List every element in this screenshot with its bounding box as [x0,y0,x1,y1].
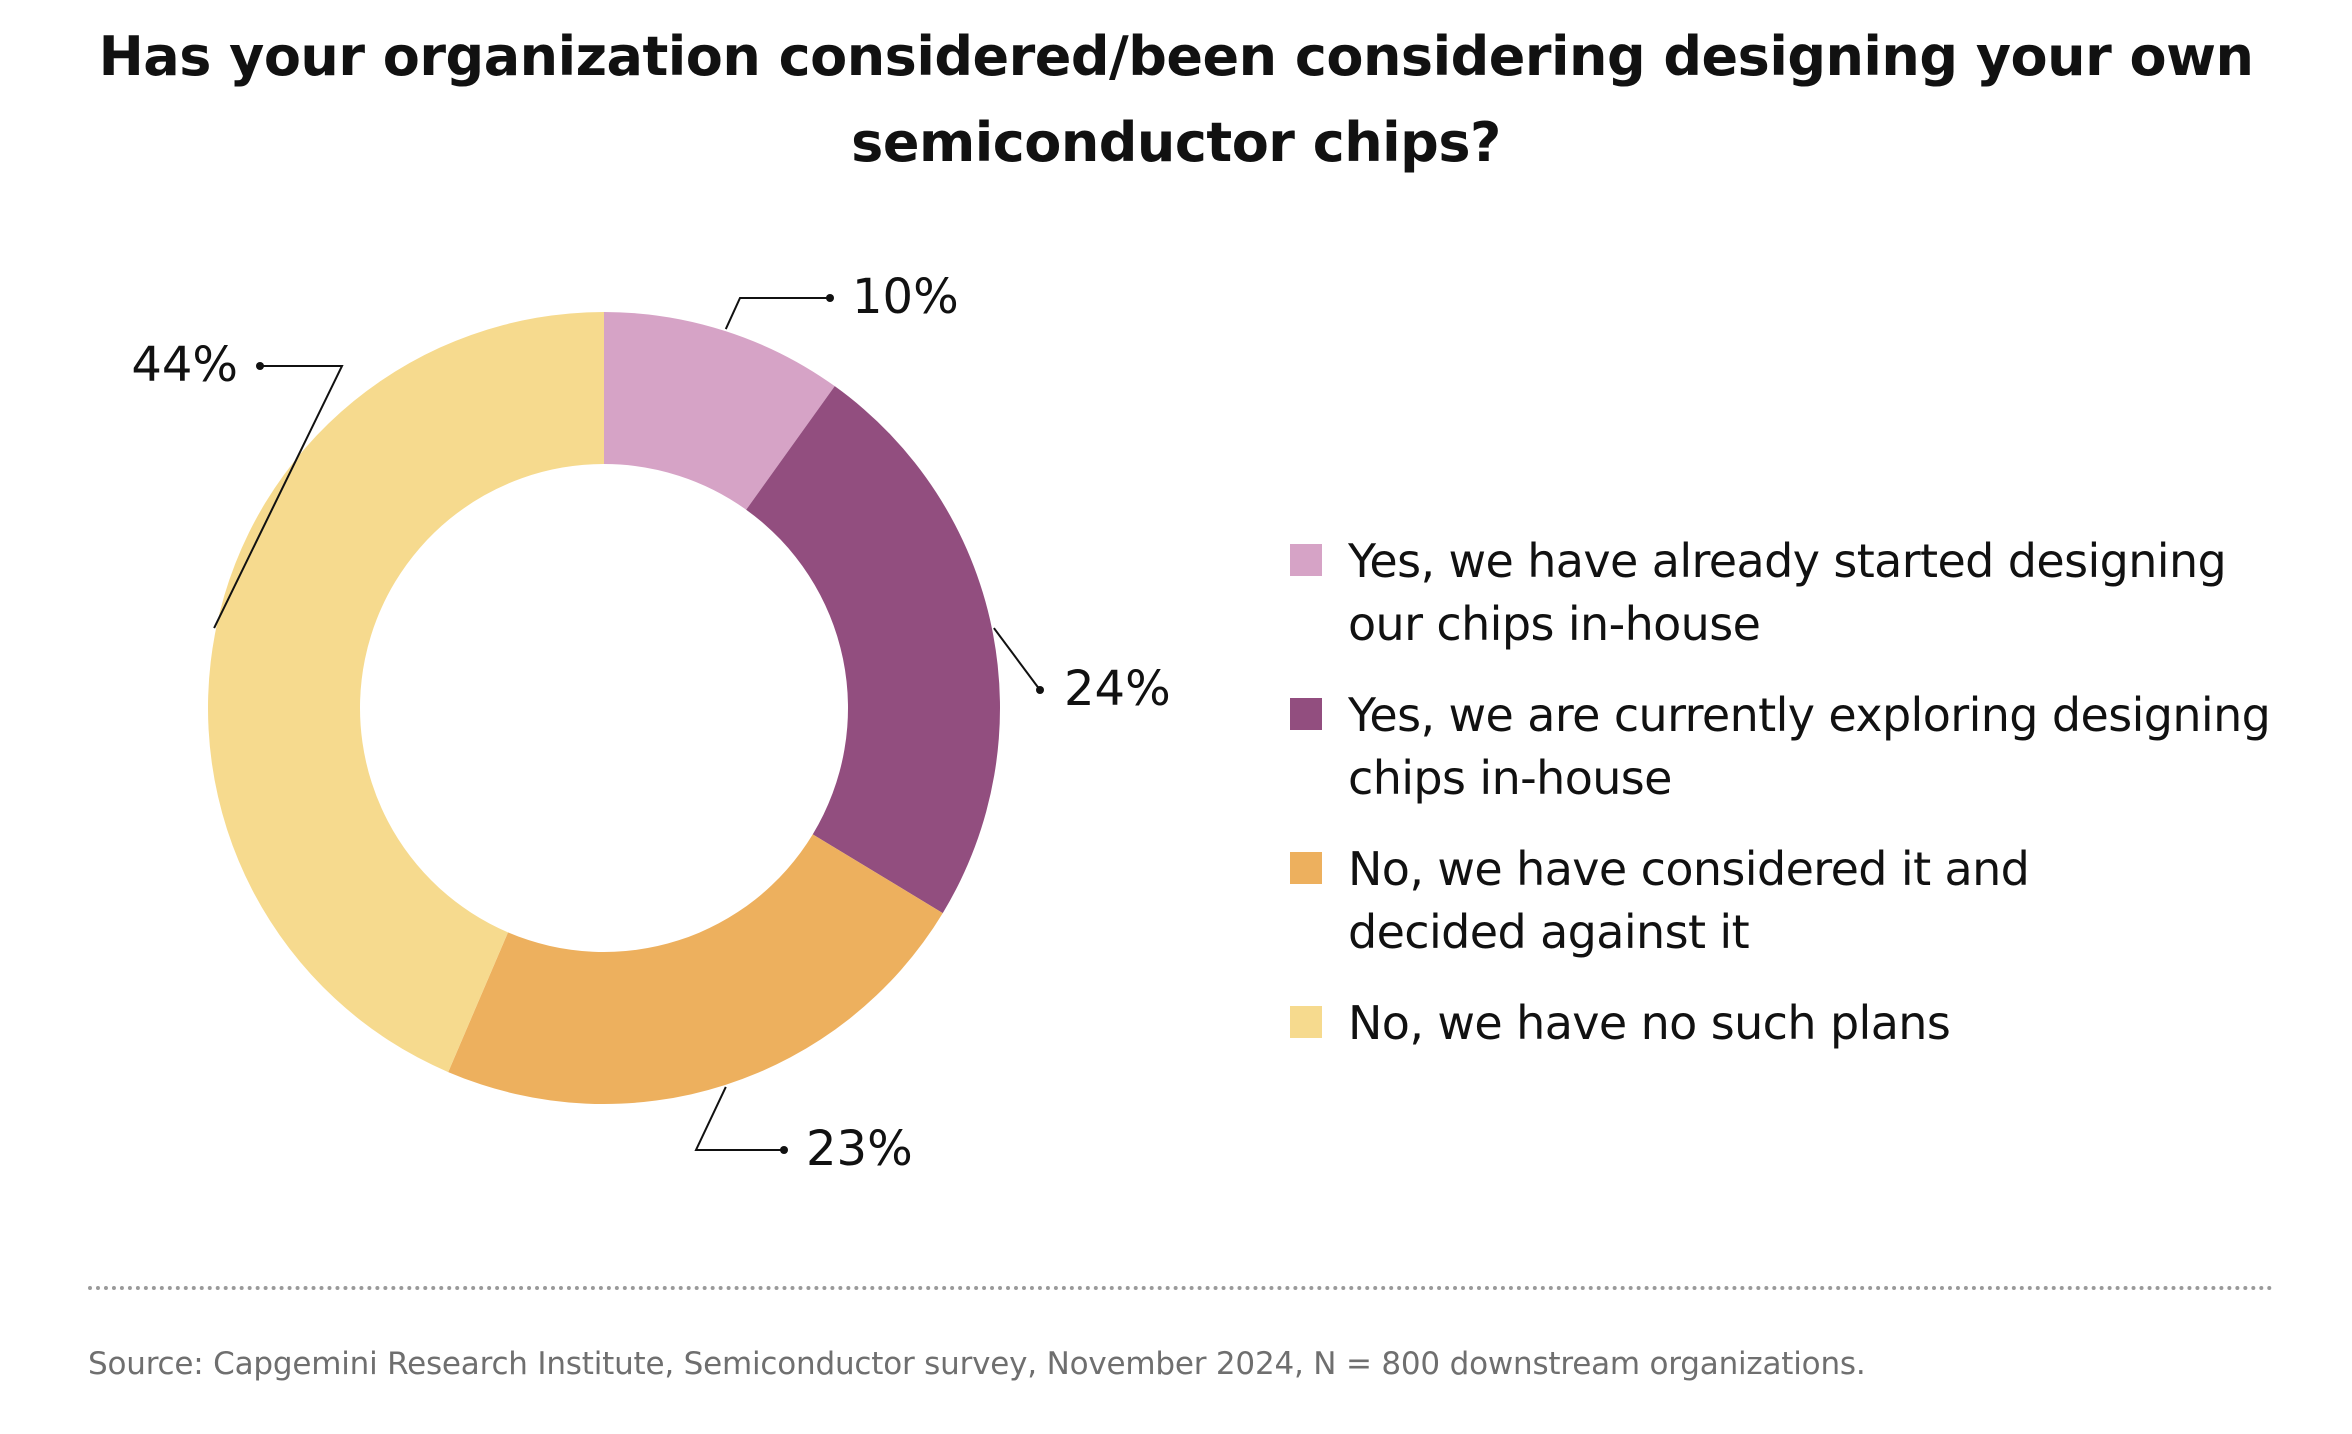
legend-label-line: decided against it [1348,905,1750,959]
legend-swatch-exploring-designing [1290,698,1322,730]
legend-label-line: No, we have no such plans [1348,996,1951,1050]
leader-line-no-plans [213,365,344,629]
donut-slice-exploring-designing [746,386,1000,914]
legend-swatch-no-plans [1290,1006,1322,1038]
leader-dot-no-plans [256,362,264,370]
legend-label-line: our chips in-house [1348,597,1761,651]
leader-line-decided-against [694,1086,784,1151]
legend-label-line: Yes, we have already started designing [1348,534,2227,588]
data-label-started-designing: 10% [852,269,959,325]
donut-slice-no-plans [207,312,604,1073]
legend-label-line: chips in-house [1348,751,1672,805]
legend-swatch-started-designing [1290,544,1322,576]
donut-slice-decided-against [448,834,943,1104]
donut-slice-started-designing [604,312,835,510]
source-note: Source: Capgemini Research Institute, Se… [88,1346,1866,1382]
data-label-no-plans: 44% [131,337,238,393]
leader-dot-exploring-designing [1036,686,1044,694]
leader-line-started-designing [724,297,830,330]
chart-title-line-2: semiconductor chips? [851,111,1501,174]
chart-title-line-1: Has your organization considered/been co… [98,25,2254,88]
legend-label-line: Yes, we are currently exploring designin… [1348,688,2271,742]
legend-label-line: No, we have considered it and [1348,842,2030,896]
legend-item-started-designing: Yes, we have already started designing o… [1290,530,2290,656]
data-label-exploring-designing: 24% [1064,661,1171,717]
legend-item-no-plans: No, we have no such plans [1290,992,2290,1055]
legend: Yes, we have already started designing o… [1290,530,2290,1083]
data-label-decided-against: 23% [806,1121,913,1177]
leader-line-exploring-designing [993,627,1041,691]
legend-item-exploring-designing: Yes, we are currently exploring designin… [1290,684,2290,810]
source-divider [88,1286,2274,1290]
legend-swatch-decided-against [1290,852,1322,884]
leader-dot-started-designing [826,294,834,302]
legend-item-decided-against: No, we have considered it and decided ag… [1290,838,2290,964]
leader-dot-decided-against [780,1146,788,1154]
chart-title: Has your organization considered/been co… [0,14,2352,186]
